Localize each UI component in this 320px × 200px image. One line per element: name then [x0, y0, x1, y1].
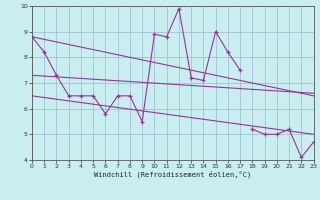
- X-axis label: Windchill (Refroidissement éolien,°C): Windchill (Refroidissement éolien,°C): [94, 171, 252, 178]
